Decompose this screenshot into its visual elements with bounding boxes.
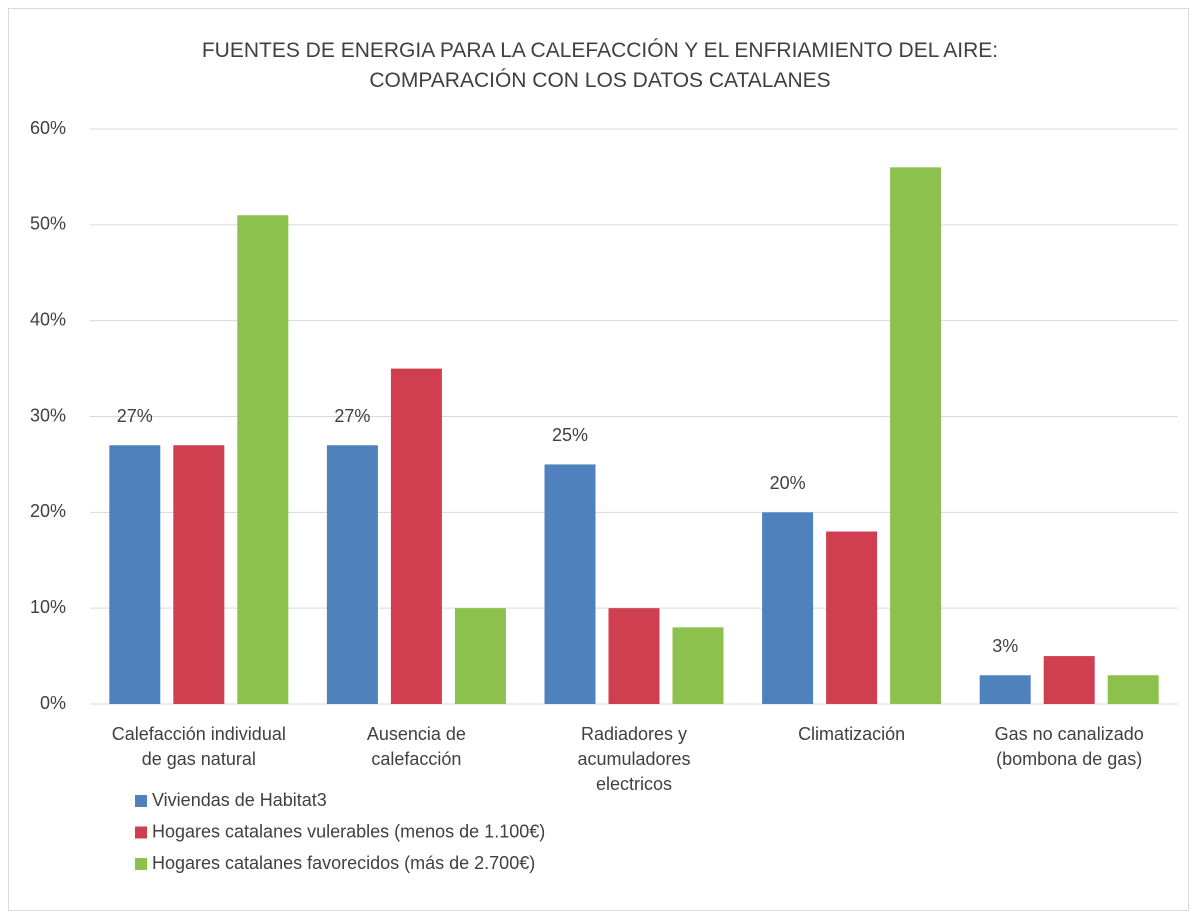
x-tick-label: Calefacción individual de gas natural [111,724,286,769]
bar [1043,656,1095,704]
data-label: 27% [117,406,153,426]
data-label: 25% [552,425,588,445]
x-tick-label: Ausencia de calefacción [366,724,466,769]
bar [890,167,942,705]
bar [672,627,724,704]
y-tick-label: 60% [30,118,66,138]
y-tick-label: 40% [30,309,66,329]
legend-label: Viviendas de Habitat3 [152,790,327,810]
bar [762,512,814,704]
data-label: 27% [334,406,370,426]
legend-label: Hogares catalanes vulerables (menos de 1… [152,821,545,841]
legend-swatch [135,795,147,807]
y-tick-label: 20% [30,501,66,521]
bar [1107,675,1159,704]
bar [826,531,878,704]
bar [454,608,506,704]
bar [173,445,225,704]
bar [608,608,660,704]
data-label: 20% [770,473,806,493]
x-tick-label: Radiadores y acumuladores electricos [577,724,691,794]
bar [390,368,442,704]
bar [237,215,289,704]
x-tick-label: Gas no canalizado (bombona de gas) [994,724,1144,769]
y-tick-label: 30% [30,405,66,425]
chart-title: FUENTES DE ENERGIA PARA LA CALEFACCIÓN Y… [201,39,999,92]
y-tick-label: 10% [30,597,66,617]
data-label: 3% [992,636,1018,656]
y-tick-label: 50% [30,214,66,234]
bar [979,675,1031,704]
bar [109,445,161,704]
legend-swatch [135,858,147,870]
legend-label: Hogares catalanes favorecidos (más de 2.… [152,853,535,873]
y-tick-label: 0% [40,693,66,713]
x-tick-label: Climatización [798,724,906,744]
legend-swatch [135,826,147,839]
bar [326,445,378,704]
bar [544,464,596,704]
